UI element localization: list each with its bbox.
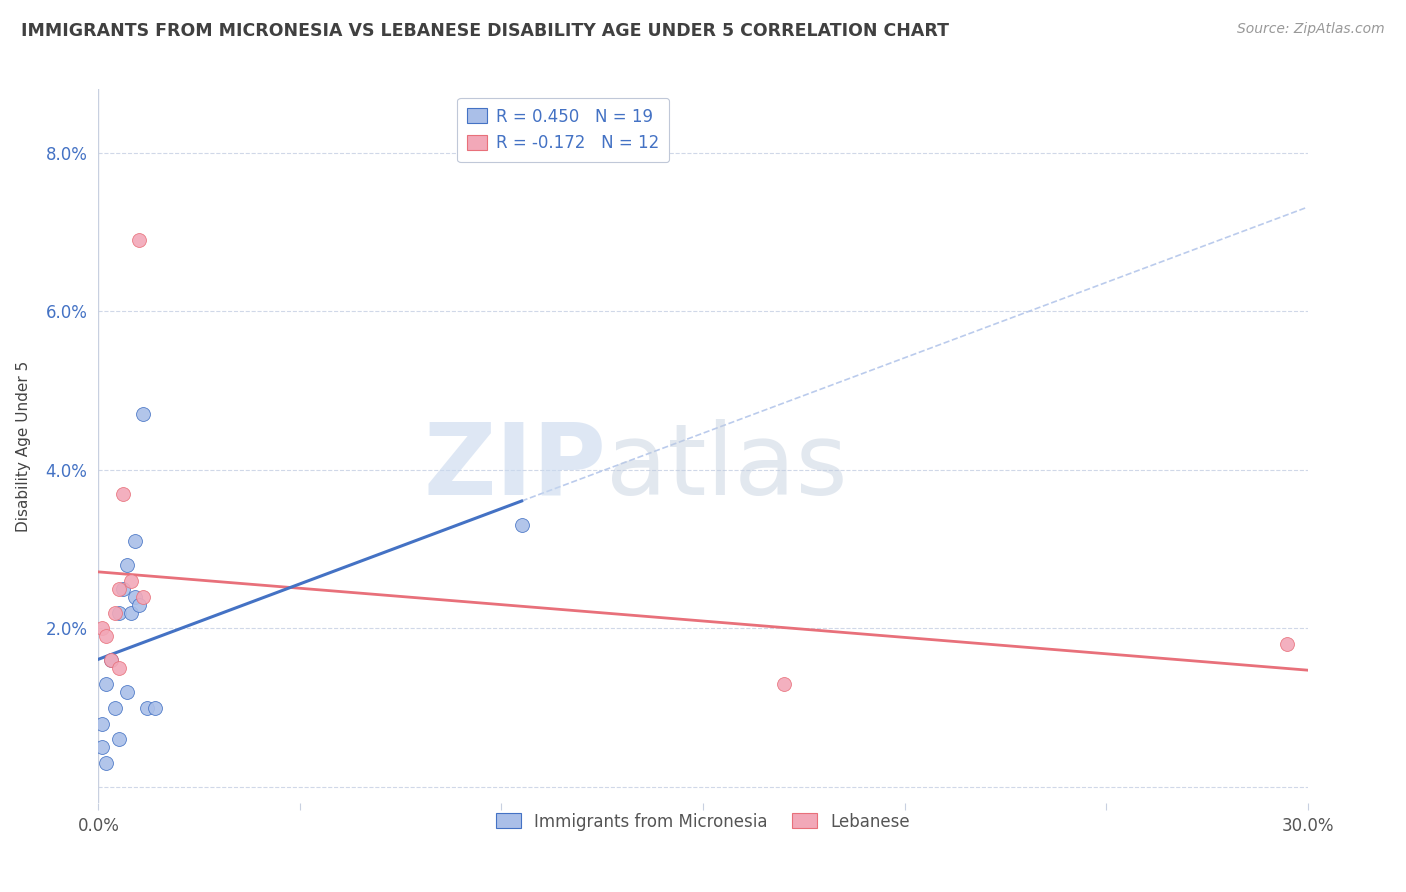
Point	[100, 653, 122, 667]
Point	[107, 582, 129, 596]
Point	[115, 558, 138, 572]
Point	[111, 582, 134, 596]
Point	[96, 629, 118, 643]
Point	[96, 756, 118, 771]
Point	[91, 716, 114, 731]
Y-axis label: Disability Age Under 5: Disability Age Under 5	[17, 360, 31, 532]
Point	[143, 700, 166, 714]
Point	[96, 677, 118, 691]
Point	[103, 606, 125, 620]
Legend: Immigrants from Micronesia, Lebanese: Immigrants from Micronesia, Lebanese	[489, 806, 917, 838]
Point	[135, 700, 157, 714]
Point	[120, 606, 142, 620]
Point	[100, 653, 122, 667]
Point	[91, 621, 114, 635]
Text: atlas: atlas	[606, 419, 848, 516]
Text: Source: ZipAtlas.com: Source: ZipAtlas.com	[1237, 22, 1385, 37]
Point	[111, 486, 134, 500]
Point	[128, 598, 150, 612]
Text: IMMIGRANTS FROM MICRONESIA VS LEBANESE DISABILITY AGE UNDER 5 CORRELATION CHART: IMMIGRANTS FROM MICRONESIA VS LEBANESE D…	[21, 22, 949, 40]
Point	[1277, 637, 1299, 651]
Point	[132, 407, 155, 421]
Point	[103, 700, 125, 714]
Point	[107, 606, 129, 620]
Point	[107, 661, 129, 675]
Point	[120, 574, 142, 588]
Point	[115, 685, 138, 699]
Point	[107, 732, 129, 747]
Point	[772, 677, 794, 691]
Point	[124, 590, 146, 604]
Text: ZIP: ZIP	[423, 419, 606, 516]
Point	[510, 518, 533, 533]
Point	[91, 740, 114, 755]
Point	[128, 233, 150, 247]
Point	[132, 590, 155, 604]
Point	[124, 534, 146, 549]
